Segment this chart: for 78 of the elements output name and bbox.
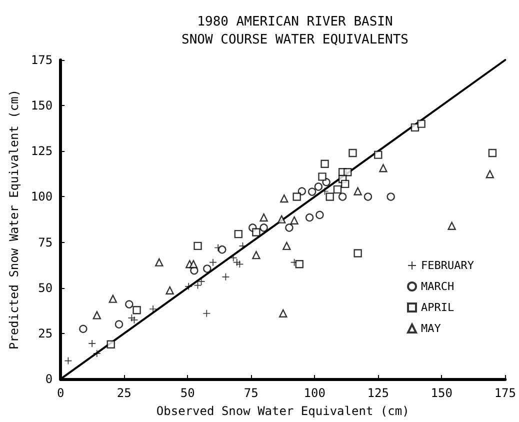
point <box>203 264 212 273</box>
point <box>348 148 357 158</box>
y-axis-title: Predicted Snow Water Equivalent (cm) <box>7 89 21 350</box>
point <box>374 150 382 159</box>
point <box>260 213 268 222</box>
point <box>338 192 347 201</box>
point <box>314 182 323 191</box>
legend-label: APRIL <box>421 301 455 314</box>
point <box>203 310 210 317</box>
point <box>279 309 288 318</box>
point <box>448 222 456 230</box>
point <box>282 242 291 250</box>
point <box>290 216 298 225</box>
point <box>150 306 157 312</box>
point <box>106 340 115 348</box>
point <box>344 168 352 176</box>
point <box>386 192 395 201</box>
point <box>108 294 118 303</box>
point <box>320 160 329 168</box>
x-tick-label: 50 <box>180 386 195 400</box>
point <box>280 194 288 203</box>
y-tick-label: 25 <box>38 326 53 340</box>
point <box>318 172 326 181</box>
y-tick-label: 75 <box>38 235 53 250</box>
y-tick-label: 175 <box>30 53 53 67</box>
point <box>486 170 494 178</box>
legend-label: MARCH <box>421 280 454 293</box>
point <box>308 188 316 196</box>
chart-title: 1980 AMERICAN RIVER BASIN SNOW COURSE WATER EQUIVALENTS <box>182 14 408 48</box>
point <box>218 245 226 254</box>
point <box>194 242 202 250</box>
x-axis-title: Observed Snow Water Equivalent (cm) <box>156 404 410 418</box>
x-tick-label: 125 <box>367 386 389 400</box>
point <box>93 350 100 357</box>
point <box>234 230 243 238</box>
point <box>155 258 164 266</box>
point <box>88 340 96 347</box>
point <box>210 258 217 266</box>
point <box>333 185 342 194</box>
x-tick-label: 100 <box>304 386 326 400</box>
y-tick-label: 50 <box>38 280 53 295</box>
point <box>305 213 314 222</box>
legend-label: MAY <box>421 322 442 335</box>
point <box>278 215 286 224</box>
point <box>364 192 372 201</box>
point <box>125 300 134 308</box>
y-tick-label: 0 <box>45 372 53 386</box>
point <box>79 324 88 333</box>
x-tick-label: 175 <box>494 386 516 400</box>
point <box>114 320 124 328</box>
point <box>189 260 198 268</box>
point <box>326 192 334 201</box>
point <box>316 210 324 220</box>
point <box>252 250 260 260</box>
point <box>92 311 102 320</box>
point <box>166 286 174 295</box>
point <box>285 224 294 232</box>
y-tick-label: 150 <box>30 98 53 113</box>
x-tick-label: 25 <box>116 386 132 400</box>
x-tick-label: 0 <box>56 386 64 400</box>
point <box>185 282 192 290</box>
x-tick-label: 75 <box>244 386 258 400</box>
point <box>354 249 362 258</box>
point <box>341 180 350 188</box>
point <box>292 192 301 201</box>
point <box>252 228 260 236</box>
y-tick-label: 100 <box>30 190 53 204</box>
y-tick-label: 125 <box>30 144 53 158</box>
point <box>417 120 426 128</box>
point <box>260 224 268 232</box>
x-tick-label: 150 <box>430 386 452 400</box>
point <box>354 187 362 196</box>
legend-label: FEBRUARY <box>421 259 474 272</box>
point <box>379 164 388 172</box>
point <box>488 148 497 158</box>
point <box>298 187 306 196</box>
point <box>295 260 304 268</box>
point <box>132 306 141 314</box>
